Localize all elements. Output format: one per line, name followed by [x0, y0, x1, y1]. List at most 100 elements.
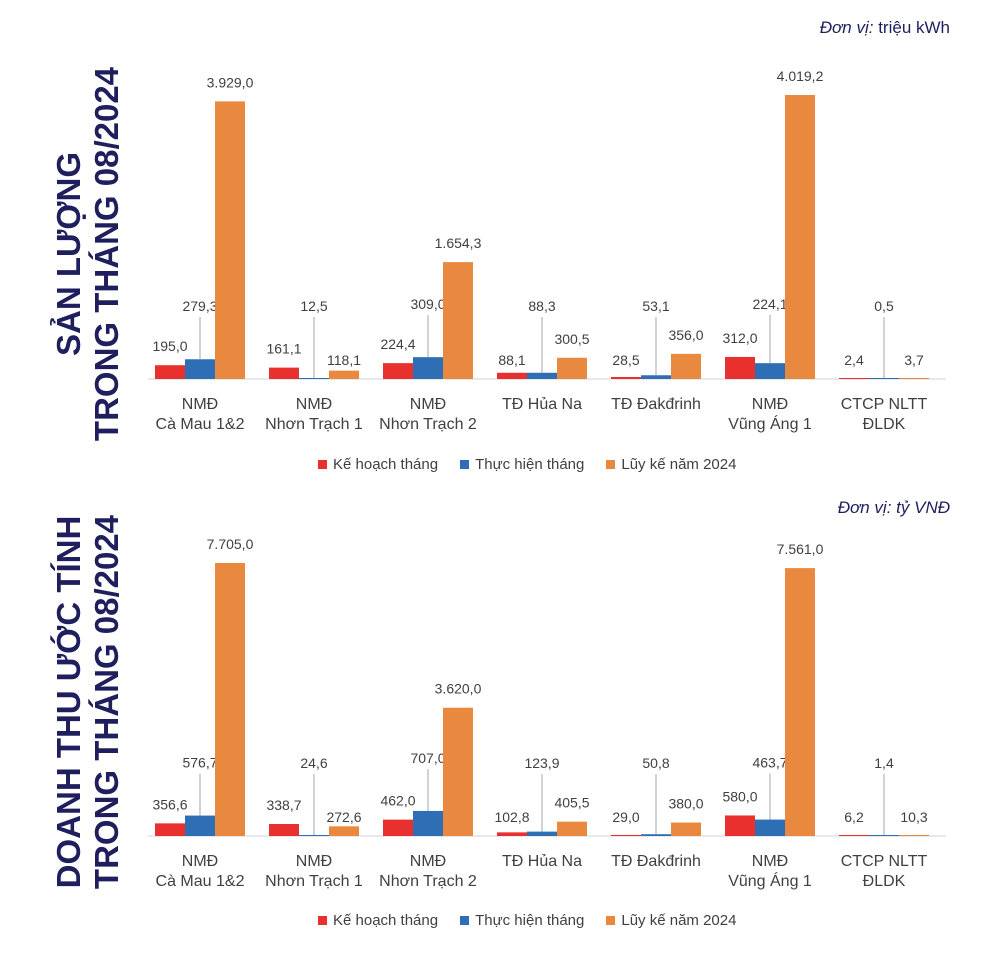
data-label-ytd: 272,6 [326, 809, 361, 825]
bar-plan [269, 367, 299, 379]
bar-ytd [899, 378, 929, 379]
legend-label-actual: Thực hiện tháng [475, 456, 585, 473]
bar-actual [527, 372, 557, 379]
data-label-actual: 88,3 [528, 298, 555, 314]
bar-plan [269, 823, 299, 836]
revenue-bar-chart: 356,6 576,7 7.705,0 NMĐ Cà Mau 1&2 338,7 24,6 2… [148, 536, 946, 890]
bar-actual [755, 363, 785, 379]
data-label-plan: 195,0 [152, 338, 187, 354]
data-label-actual: 1,4 [874, 755, 894, 771]
legend-label-ytd: Lũy kế năm 2024 [621, 456, 737, 473]
category-label-line1: TĐ Hủa Na [502, 853, 582, 870]
output-legend: Kế hoạch tháng Thực hiện tháng Lũy kế nă… [318, 456, 736, 473]
bar-ytd [443, 262, 473, 379]
category-label-line2: Nhơn Trạch 2 [379, 416, 477, 433]
category-label-line1: CTCP NLTT [841, 396, 928, 413]
data-label-ytd: 7.561,0 [777, 541, 824, 557]
data-label-actual: 576,7 [182, 755, 217, 771]
bar-actual [185, 359, 215, 379]
data-label-ytd: 118,1 [327, 352, 361, 368]
output-unit-value: triệu kWh [878, 18, 950, 37]
bar-ytd [215, 101, 245, 380]
category-label-line2: Cà Mau 1&2 [156, 416, 245, 433]
bar-ytd [671, 353, 701, 379]
output-unit-label: Đơn vị: [819, 18, 874, 37]
data-label-ytd: 3,7 [904, 352, 924, 368]
bar-actual [299, 835, 329, 836]
data-label-plan: 580,0 [722, 788, 757, 804]
data-label-plan: 102,8 [494, 809, 529, 825]
data-label-plan: 462,0 [380, 793, 415, 809]
bar-actual [755, 819, 785, 836]
legend-label-plan: Kế hoạch tháng [333, 912, 439, 929]
data-label-plan: 356,6 [152, 796, 187, 812]
bar-actual [185, 815, 215, 836]
legend-item-actual: Thực hiện tháng [460, 456, 584, 473]
data-label-plan: 312,0 [722, 330, 757, 346]
legend-swatch-plan [318, 460, 327, 469]
legend-swatch-plan [318, 916, 327, 925]
category-label-line1: NMĐ [182, 396, 218, 413]
data-label-plan: 29,0 [612, 809, 639, 825]
category-label-line2: ĐLDK [863, 416, 906, 433]
category-label-line2: Vũng Áng 1 [728, 414, 812, 433]
bar-actual [299, 378, 329, 379]
bar-plan [611, 834, 641, 836]
data-label-plan: 2,4 [844, 352, 864, 368]
data-label-ytd: 4.019,2 [777, 68, 824, 84]
bar-actual [527, 831, 557, 836]
category-label-line2: Nhơn Trạch 1 [265, 416, 363, 433]
data-label-plan: 28,5 [612, 352, 639, 368]
revenue-unit-label: Đơn vị: [837, 498, 892, 517]
bar-actual [869, 835, 899, 836]
data-label-actual: 53,1 [642, 298, 669, 314]
category-label-line1: TĐ Đakđrinh [611, 853, 701, 870]
data-label-ytd: 7.705,0 [207, 536, 254, 552]
bar-plan [839, 835, 869, 836]
category-label-line2: Nhơn Trạch 2 [379, 873, 477, 890]
legend-label-ytd: Lũy kế năm 2024 [621, 912, 737, 929]
category-label-line1: TĐ Đakđrinh [611, 396, 701, 413]
bar-plan [497, 832, 527, 836]
data-label-plan: 6,2 [844, 809, 864, 825]
legend-swatch-actual [460, 460, 470, 469]
bar-ytd [899, 835, 929, 836]
data-label-plan: 338,7 [266, 797, 301, 813]
output-chart-panel: SẢN LƯỢNG TRONG THÁNG 08/2024 Đơn vị: tr… [0, 0, 1000, 473]
bar-plan [383, 363, 413, 379]
revenue-unit-note: Đơn vị: tỷ VNĐ [838, 498, 950, 518]
category-label-line1: CTCP NLTT [841, 853, 928, 870]
data-label-plan: 224,4 [380, 336, 415, 352]
data-label-actual: 0,5 [874, 298, 894, 314]
bar-ytd [785, 95, 815, 379]
data-label-ytd: 3.929,0 [207, 74, 254, 90]
legend-swatch-actual [460, 916, 470, 925]
data-label-ytd: 10,3 [900, 809, 927, 825]
bar-actual [869, 378, 899, 379]
data-label-actual: 50,8 [642, 755, 669, 771]
bar-ytd [557, 357, 587, 379]
bar-ytd [215, 563, 245, 836]
legend-swatch-ytd [606, 460, 616, 469]
bar-plan [725, 356, 755, 379]
data-label-actual: 24,6 [300, 755, 327, 771]
data-label-ytd: 3.620,0 [435, 681, 482, 697]
data-label-ytd: 300,5 [554, 331, 589, 347]
data-label-ytd: 380,0 [668, 796, 703, 812]
data-label-actual: 123,9 [524, 755, 559, 771]
data-label-actual: 309,0 [410, 296, 445, 312]
bar-ytd [557, 821, 587, 836]
data-label-plan: 161,1 [266, 341, 301, 357]
category-label-line2: Vũng Áng 1 [728, 871, 812, 890]
category-label-line1: NMĐ [752, 853, 788, 870]
bar-plan [383, 819, 413, 836]
category-label-line1: NMĐ [410, 396, 446, 413]
legend-label-plan: Kế hoạch tháng [333, 456, 439, 473]
bar-plan [497, 372, 527, 379]
bar-plan [155, 823, 185, 836]
revenue-chart-panel: DOANH THU ƯỚC TÍNH TRONG THÁNG 08/2024 Đ… [0, 472, 1000, 942]
category-label-line1: NMĐ [410, 853, 446, 870]
data-label-actual: 463,7 [752, 754, 787, 770]
bar-plan [725, 815, 755, 836]
bar-plan [611, 376, 641, 379]
